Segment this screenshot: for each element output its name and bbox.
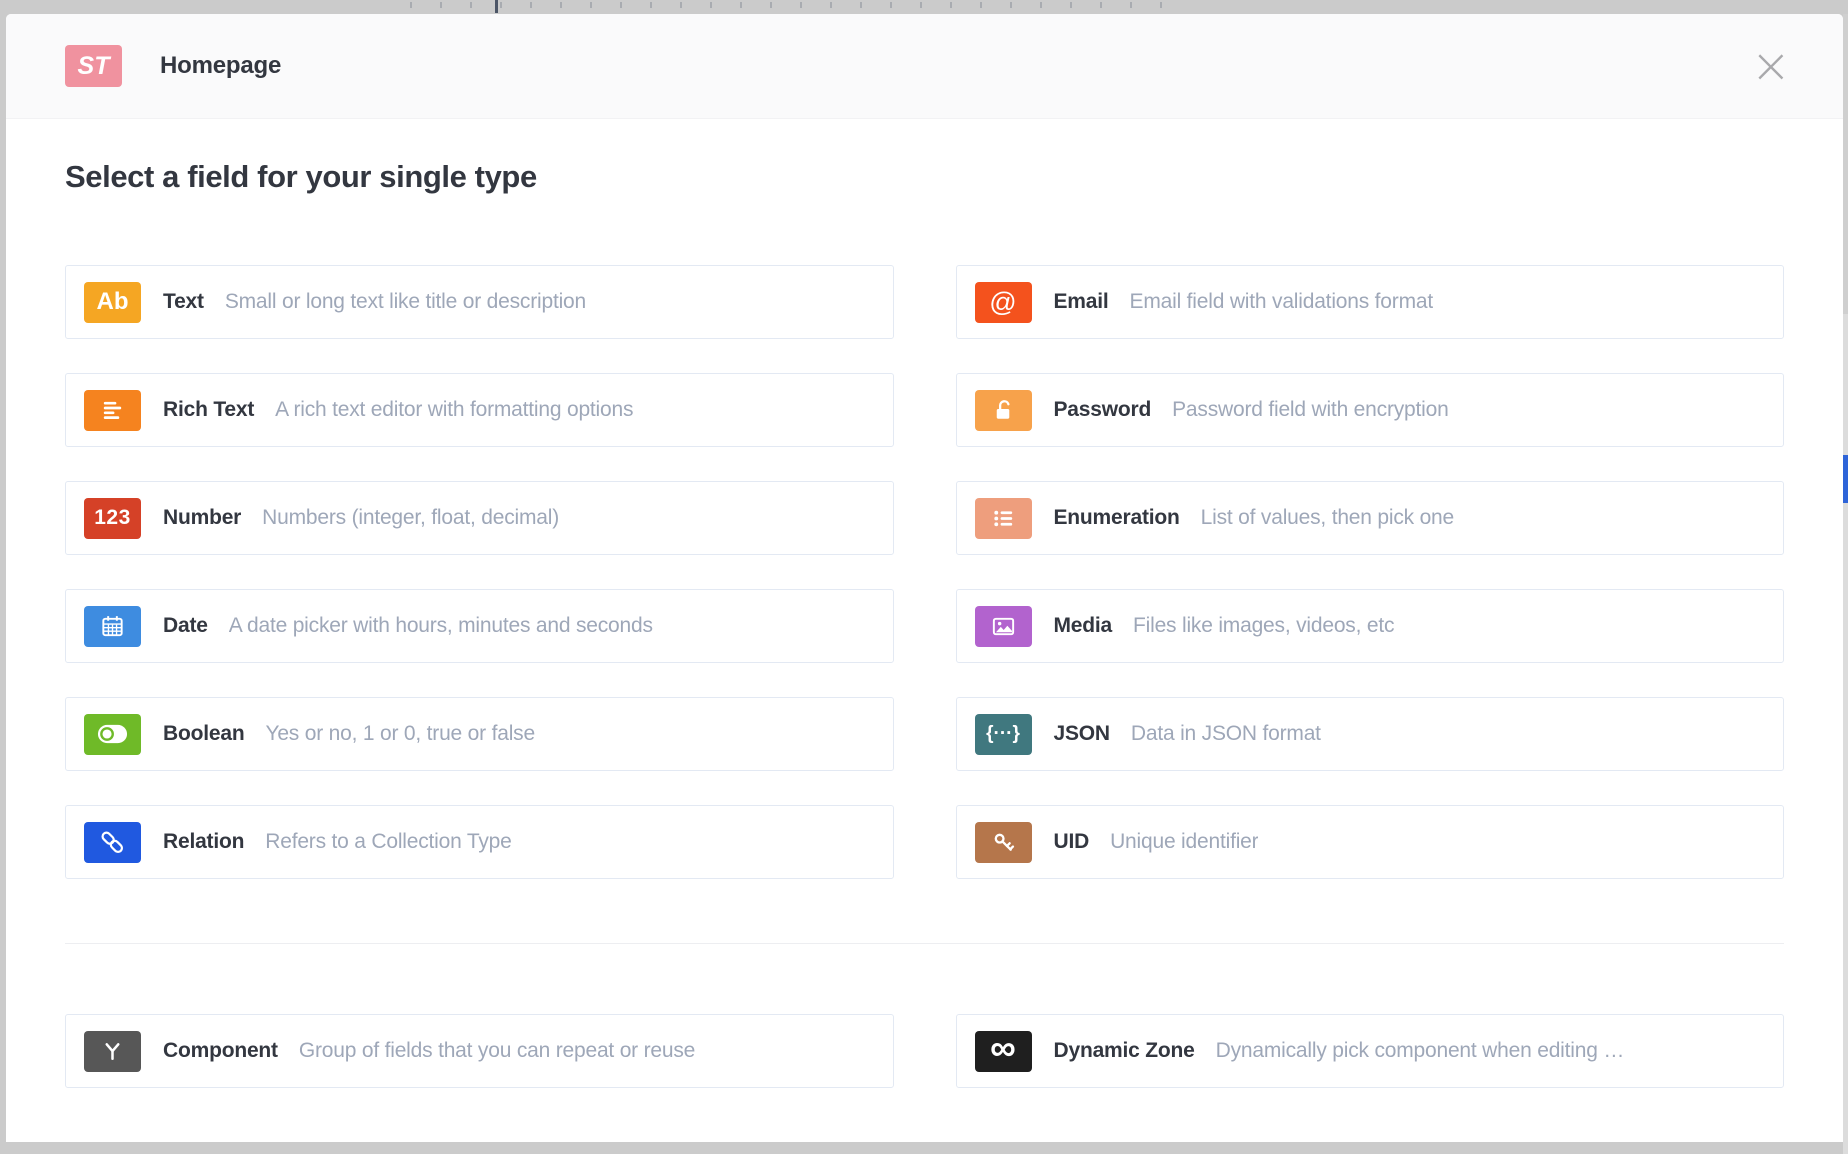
field-description: Yes or no, 1 or 0, true or false — [265, 722, 535, 745]
field-description: Data in JSON format — [1130, 722, 1321, 745]
field-description: Dynamically pick component when editing … — [1215, 1039, 1625, 1062]
component-branch-icon — [84, 1030, 141, 1072]
field-card-text[interactable]: Ab Text Small or long text like title or… — [65, 265, 894, 339]
field-description: Files like images, videos, etc — [1133, 614, 1395, 637]
background-ruler-ticks — [410, 2, 1170, 8]
email-icon-glyph: @ — [989, 286, 1017, 317]
field-label: Relation — [163, 830, 245, 853]
field-description: Group of fields that you can repeat or r… — [298, 1039, 696, 1062]
field-description: Refers to a Collection Type — [265, 830, 512, 853]
page-title: Select a field for your single type — [65, 159, 537, 194]
field-description: A rich text editor with formatting optio… — [275, 398, 634, 421]
background-page-top-edge — [0, 0, 1848, 14]
field-card-password[interactable]: Password Password field with encryption — [955, 373, 1784, 447]
toggle-icon — [84, 713, 141, 755]
field-label: Number — [163, 506, 242, 529]
field-label: JSON — [1053, 722, 1111, 745]
field-label: Text — [163, 290, 204, 313]
field-card-number[interactable]: 123 Number Numbers (integer, float, deci… — [65, 481, 894, 555]
field-label: Component — [163, 1039, 278, 1062]
background-right-dark-segment — [1843, 14, 1848, 314]
field-label: UID — [1053, 830, 1090, 853]
media-image-icon — [974, 605, 1032, 647]
field-label: Media — [1053, 614, 1113, 637]
field-card-richtext[interactable]: Rich Text A rich text editor with format… — [65, 373, 894, 447]
advanced-fields-grid: Component Group of fields that you can r… — [65, 1014, 1784, 1088]
field-description: Email field with validations format — [1129, 290, 1433, 313]
field-card-media[interactable]: Media Files like images, videos, etc — [955, 589, 1784, 663]
relation-link-icon — [84, 821, 141, 863]
field-card-relation[interactable]: Relation Refers to a Collection Type — [65, 805, 894, 879]
field-description: Numbers (integer, float, decimal) — [262, 506, 560, 529]
field-label: Password — [1053, 398, 1152, 421]
field-card-enumeration[interactable]: Enumeration List of values, then pick on… — [955, 481, 1784, 555]
json-braces-icon: {···} — [974, 713, 1032, 755]
field-description: A date picker with hours, minutes and se… — [228, 614, 653, 637]
background-ruler-marker — [495, 0, 498, 13]
number-icon: 123 — [84, 497, 141, 539]
field-card-email[interactable]: @ Email Email field with validations for… — [955, 265, 1784, 339]
field-label: Enumeration — [1053, 506, 1180, 529]
json-icon-glyph: {···} — [986, 723, 1020, 744]
field-label: Email — [1053, 290, 1109, 313]
field-label: Boolean — [163, 722, 245, 745]
field-card-uid[interactable]: UID Unique identifier — [955, 805, 1784, 879]
section-divider — [65, 943, 1784, 944]
field-description: List of values, then pick one — [1200, 506, 1455, 529]
close-icon[interactable]: × — [1750, 37, 1791, 94]
number-icon-glyph: 123 — [94, 506, 131, 529]
uid-key-icon — [974, 821, 1032, 863]
modal-header: ST Homepage × — [6, 14, 1843, 119]
infinity-glyph: ∞ — [990, 1027, 1016, 1068]
field-label: Dynamic Zone — [1053, 1039, 1195, 1062]
fields-grid: Ab Text Small or long text like title or… — [65, 265, 1784, 879]
field-card-boolean[interactable]: Boolean Yes or no, 1 or 0, true or false — [65, 697, 894, 771]
background-blue-button-fragment — [1843, 455, 1848, 503]
field-select-modal: ST Homepage × Select a field for your si… — [6, 14, 1843, 1142]
field-card-json[interactable]: {···} JSON Data in JSON format — [955, 697, 1784, 771]
field-card-dynamiczone[interactable]: ∞ Dynamic Zone Dynamically pick componen… — [955, 1014, 1784, 1088]
field-card-date[interactable]: Date A date picker with hours, minutes a… — [65, 589, 894, 663]
richtext-icon — [84, 389, 141, 431]
text-icon: Ab — [84, 281, 141, 323]
field-label: Date — [163, 614, 208, 637]
background-page-right-edge — [1843, 14, 1848, 1154]
email-icon: @ — [974, 281, 1032, 323]
calendar-icon — [84, 605, 141, 647]
dynamic-zone-infinity-icon: ∞ — [974, 1027, 1032, 1072]
field-description: Small or long text like title or descrip… — [224, 290, 587, 313]
single-type-badge: ST — [65, 45, 122, 87]
field-description: Unique identifier — [1110, 830, 1259, 853]
enumeration-list-icon — [974, 497, 1032, 539]
field-card-component[interactable]: Component Group of fields that you can r… — [65, 1014, 894, 1088]
text-icon-glyph: Ab — [96, 288, 129, 315]
field-description: Password field with encryption — [1172, 398, 1449, 421]
field-label: Rich Text — [163, 398, 255, 421]
modal-title: Homepage — [160, 52, 282, 79]
modal-body: Select a field for your single type Ab T… — [6, 159, 1843, 1088]
password-unlock-icon — [974, 389, 1032, 431]
